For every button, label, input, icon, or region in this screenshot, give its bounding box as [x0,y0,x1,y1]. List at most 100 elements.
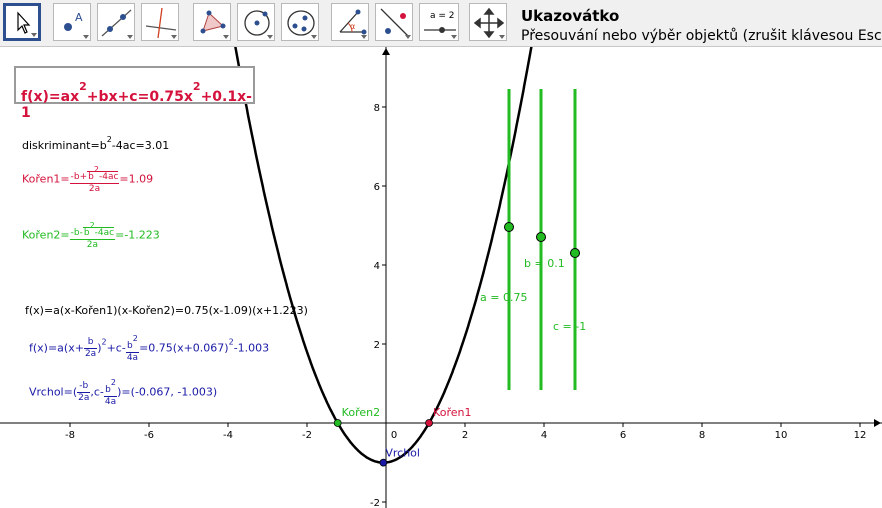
point-tool-button[interactable]: A [53,3,91,41]
root1-value: =1.09 [119,172,154,186]
factored-form-text[interactable]: f(x)=a(x-Kořen1)(x-Kořen2)=0.75(x-1.09)(… [25,304,308,317]
vx-p1: Vrchol=( [29,385,78,399]
axes [0,47,882,508]
fbox-p1: f(x)=ax [21,89,80,105]
slider-tool-label: a = 2 [430,11,455,21]
root2-num-b: b [83,228,90,238]
root2-label: Kořen2 [342,406,380,419]
x-axis-ticks: -8 -6 -4 -2 0 2 4 6 8 10 12 [65,423,866,441]
root1-formula[interactable]: Kořen1= -b+b2-4ac 2a =1.09 [22,164,153,195]
vf-p1: f(x)=a(x+ [29,341,84,355]
x-tick-label: 8 [699,430,705,441]
vertex-text[interactable]: Vrchol=(-b 2a ,c-b2 4a)=(-0.067, -1.003) [29,377,217,408]
vf-den2: 4a [126,353,139,363]
x-tick-label: 0 [391,430,397,441]
polygon-tool-button[interactable] [193,3,231,41]
line-tool-button[interactable] [97,3,135,41]
vertex-label: Vrchol [385,447,420,460]
function-box[interactable]: f(x)=ax2+bx+c=0.75x2+0.1x-1 [14,66,255,121]
vx-sup-num2: 2 [110,378,116,387]
root1-num-c: 2 [93,165,99,174]
y-tick-label: 8 [374,103,380,114]
vf-sup2: 2 [228,337,234,347]
y-axis-ticks: 8 6 4 2 -2 [370,103,386,508]
disc-p1: diskriminant=b [22,139,107,152]
vf-den1: 2a [84,349,97,359]
x-axis-arrow [874,419,881,427]
slider-knob [570,248,580,258]
root1-num-b: b [88,172,94,182]
vf-num1: b [83,337,98,349]
x-tick-label: 10 [775,430,788,441]
vf-p5: -1.003 [233,341,270,355]
svg-text:α: α [350,22,355,31]
vf-sup1: 2 [101,337,107,347]
perpendicular-line-tool-button[interactable] [141,3,179,41]
vertex-form-text[interactable]: f(x)=a(x+ b 2a)2+c-b2 4a =0.75(x+0.067)2-1.0… [29,333,269,364]
y-tick-label: 2 [374,340,380,351]
cursor-arrow-icon [17,11,31,34]
slider-label: c = -1 [553,320,586,333]
root1-den: 2a [88,184,101,194]
discriminant-text[interactable]: diskriminant=b2-4ac=3.01 [22,135,169,152]
root1-point [425,419,433,427]
x-tick-label: -8 [65,430,75,441]
vf-sup-num2: 2 [132,334,138,343]
vf-num2: b [127,341,133,351]
move-tool-button[interactable] [3,3,41,41]
vx-den1: 2a [78,393,90,403]
parabola-curve[interactable] [232,47,535,464]
root2-point [333,419,342,427]
vx-p3: )=(-0.067, -1.003) [117,385,218,399]
reflect-tool-button[interactable] [375,3,413,41]
angle-icon: α [339,9,367,35]
disc-p2: 2 [106,135,112,144]
polygon-icon [200,10,226,34]
toolbar: A α a = 2 Ukazovátko Přesouvání nebo výb… [0,0,882,47]
root2-value: =-1.223 [115,228,160,242]
perpendicular-line-icon [145,7,177,39]
root1-num-a: -b+ [70,172,88,182]
root2-den: 2a [86,240,98,250]
y-tick-label: 4 [374,261,380,272]
slider-knob [536,232,546,242]
slider-knob [504,222,514,232]
vertex-point [379,458,388,467]
disc-p3: -4ac=3.01 [111,139,170,152]
move-arrows-icon [473,7,505,39]
x-tick-label: -6 [144,430,154,441]
root1-label: Kořen1 [433,406,471,419]
points: Kořen1 Kořen2 Vrchol [333,406,471,467]
x-tick-label: 6 [620,430,626,441]
y-tick-label: 6 [374,182,380,193]
sliders: a = 0.75 b = 0.1 c = -1 [480,89,586,390]
fbox-p4: 2 [192,80,201,93]
tool-help-text: Přesouvání nebo výběr objektů (zrušit kl… [521,28,882,44]
vx-num1: -b [77,381,91,393]
root2-formula[interactable]: Kořen2= -b-b2-4ac 2a =-1.223 [22,220,160,251]
circle-tool-button[interactable] [237,3,275,41]
root2-label: Kořen2= [22,228,70,242]
slider-label: b = 0.1 [524,257,565,270]
tool-title: Ukazovátko [521,7,620,25]
root2-num-d: -4ac [94,228,115,238]
root2-num-c: 2 [89,221,95,230]
y-tick-label: -2 [370,498,380,508]
graphics-view[interactable]: -8 -6 -4 -2 0 2 4 6 8 10 12 8 6 4 2 -2 a = 0.75 b = 0.1… [0,47,882,508]
fbox-p2: 2 [79,80,87,93]
move-view-tool-button[interactable] [469,3,507,41]
x-tick-label: -4 [223,430,233,441]
x-tick-label: 12 [854,430,867,441]
angle-tool-button[interactable]: α [331,3,369,41]
vf-p2: ) [97,341,102,355]
fbox-p3: +bx+c=0.75x [86,89,193,105]
vf-p3: +c- [106,341,126,355]
conic-tool-button[interactable] [281,3,319,41]
root1-label: Kořen1= [22,172,70,186]
slider-tool-button[interactable]: a = 2 [419,3,459,41]
circle-icon [244,10,270,36]
slider-label: a = 0.75 [480,291,527,304]
vx-p2: ,c- [90,385,104,399]
vf-p4: =0.75(x+0.067) [139,341,229,355]
conic-icon [287,10,315,36]
